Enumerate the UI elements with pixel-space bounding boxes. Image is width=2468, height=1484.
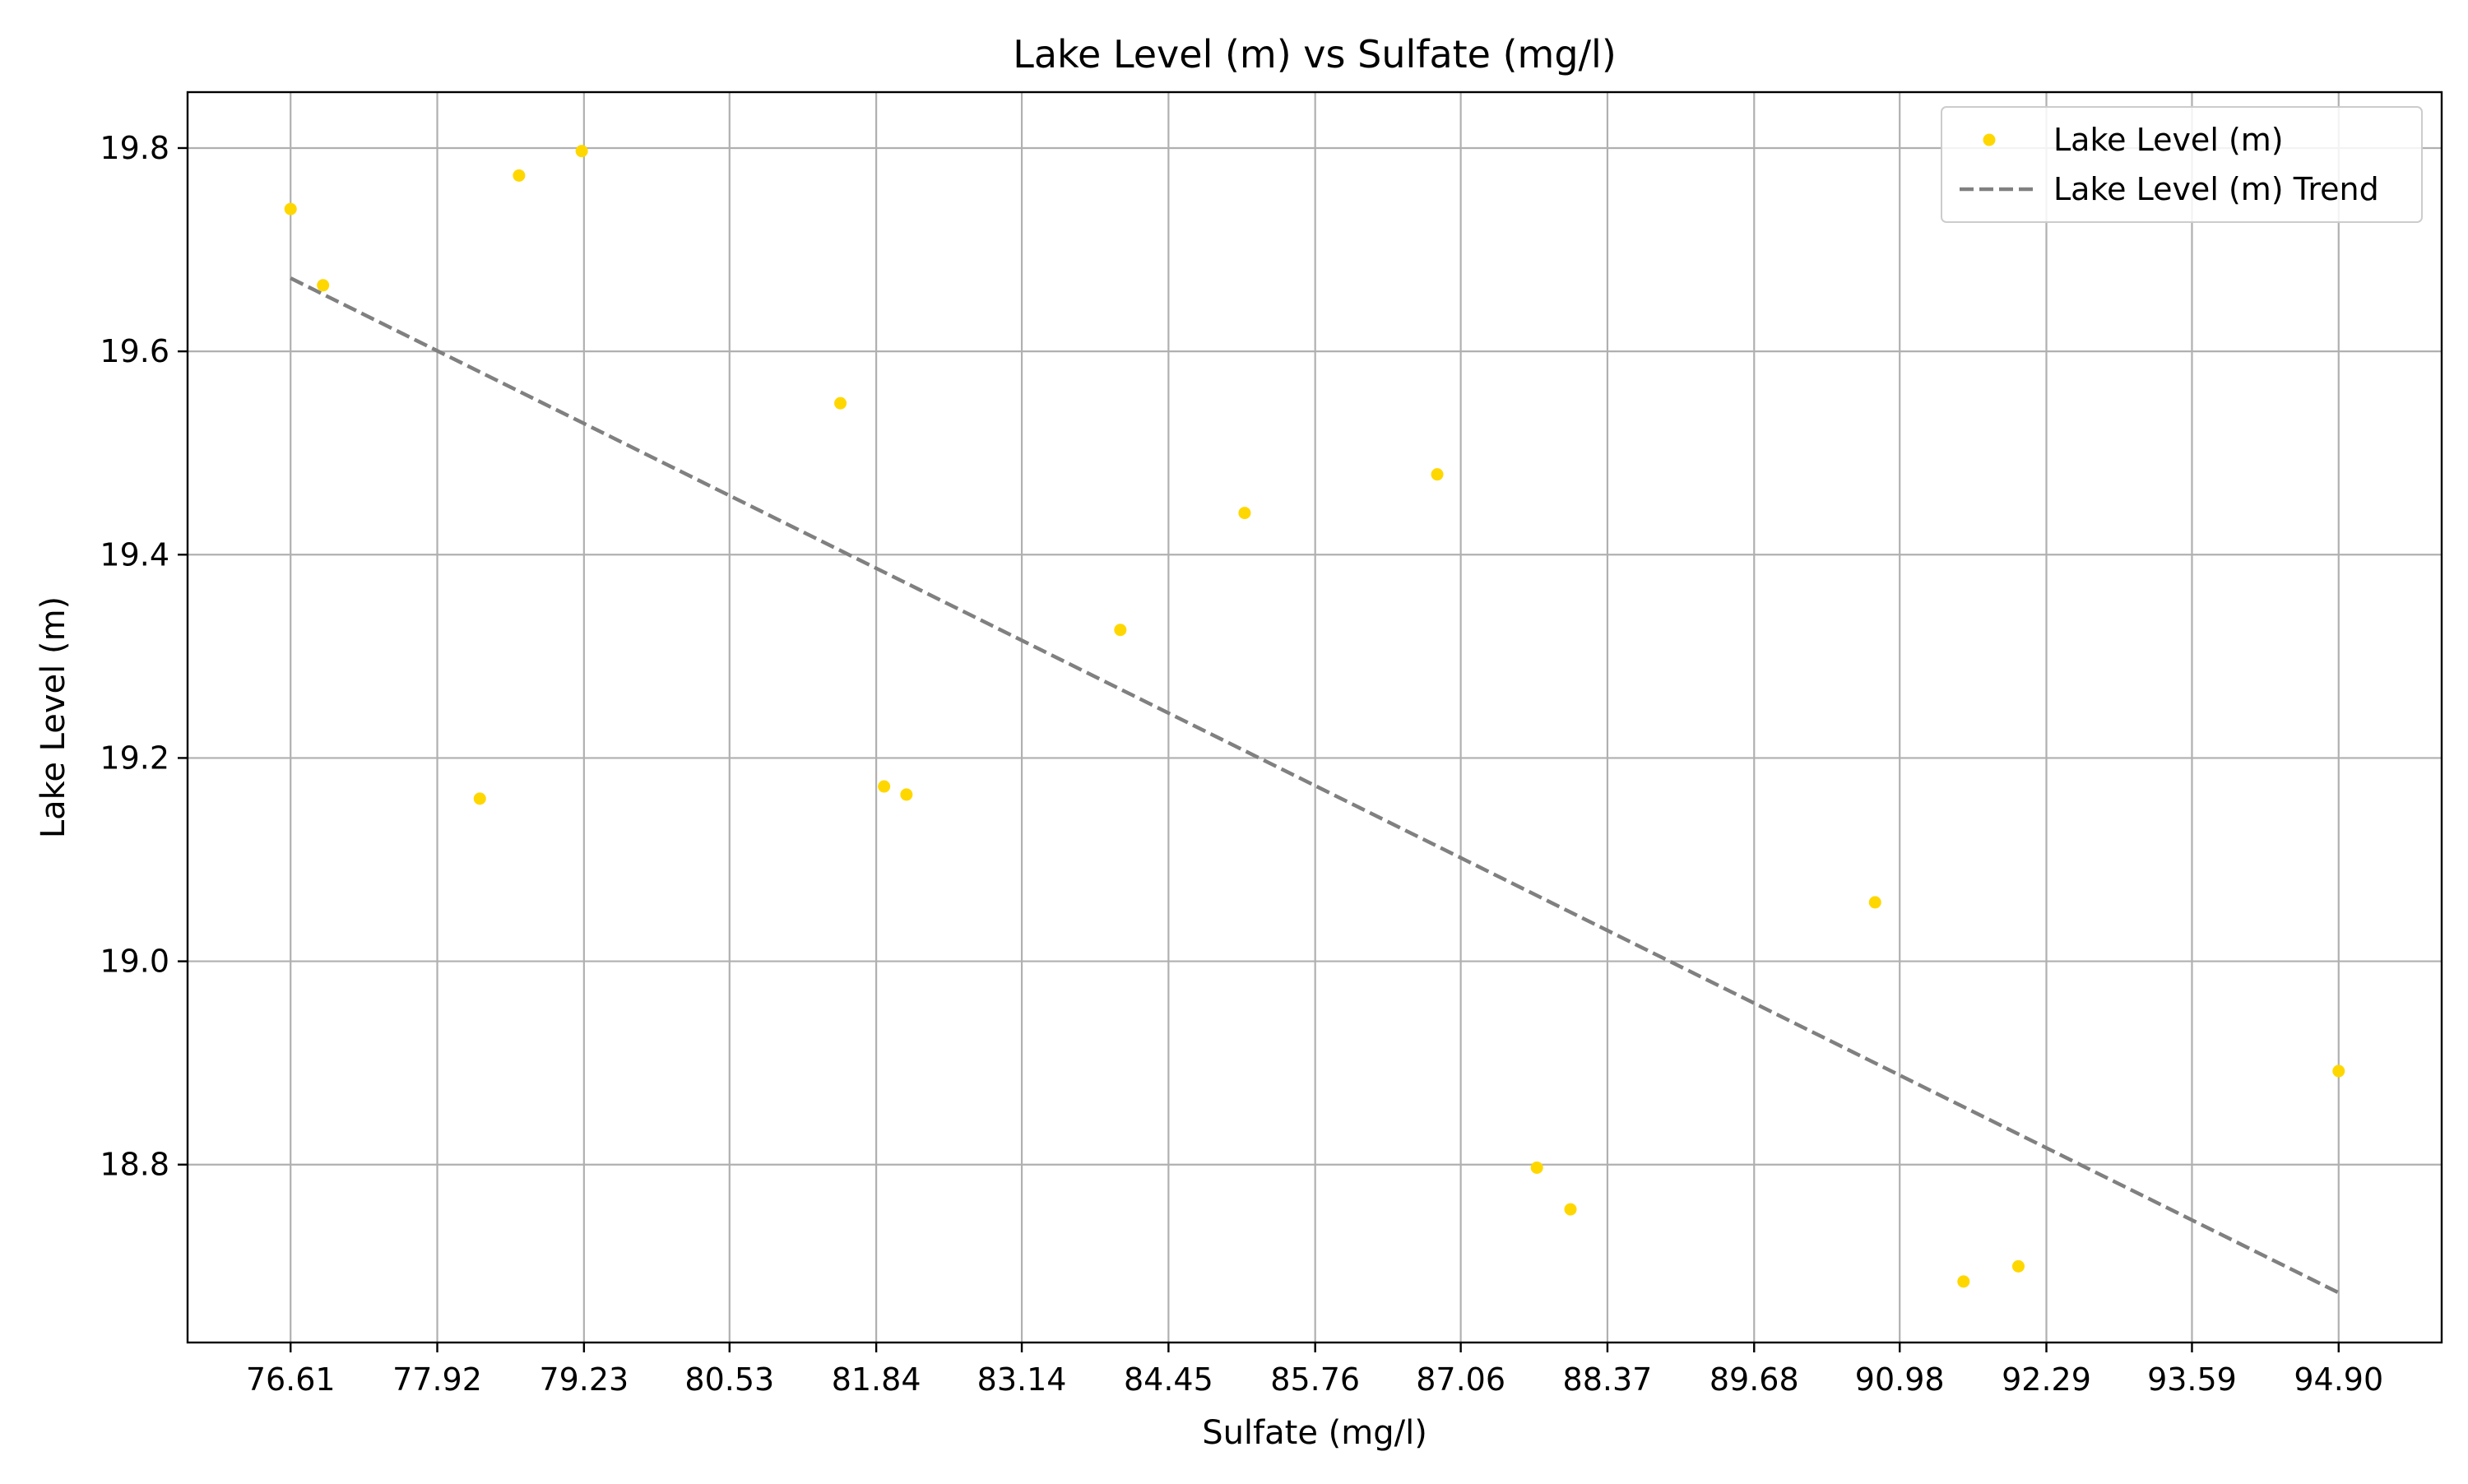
x-axis-label: Sulfate (mg/l) [1202,1414,1427,1452]
x-axis-ticks: 76.61 77.92 79.23 80.53 81.84 83.14 84.45 85.76… [246,1343,2383,1398]
x-tick-label: 84.45 [1124,1361,1213,1398]
scatter-point [900,788,913,801]
scatter-point [1530,1161,1543,1174]
y-tick-label: 19.8 [100,130,169,166]
scatter-point [834,397,847,410]
scatter-point [473,792,486,805]
x-tick-label: 87.06 [1416,1361,1505,1398]
x-tick-label: 94.90 [2294,1361,2383,1398]
x-tick-label: 83.14 [977,1361,1067,1398]
chart-title: Lake Level (m) vs Sulfate (mg/l) [1013,32,1617,77]
scatter-point [878,780,891,793]
scatter-point [1868,896,1881,909]
scatter-point [1431,468,1444,481]
scatter-point [2011,1259,2025,1273]
x-tick-label: 79.23 [539,1361,629,1398]
scatter-point [513,169,526,182]
scatter-point [284,202,297,216]
legend-label-trend: Lake Level (m) Trend [2053,171,2379,207]
x-tick-label: 92.29 [2002,1361,2091,1398]
x-tick-label: 77.92 [392,1361,482,1398]
y-tick-label: 19.4 [100,536,169,573]
y-axis-ticks: 18.8 19.0 19.2 19.4 19.6 19.8 [100,130,188,1183]
x-tick-label: 85.76 [1270,1361,1360,1398]
legend-label-scatter: Lake Level (m) [2053,122,2284,158]
x-tick-label: 76.61 [246,1361,336,1398]
scatter-point [575,145,588,158]
scatter-point [317,279,330,292]
grid-lines [188,92,2442,1343]
scatter-point [1114,624,1127,637]
x-tick-label: 88.37 [1563,1361,1653,1398]
y-tick-label: 19.2 [100,740,169,776]
scatter-point [1564,1203,1577,1216]
legend: Lake Level (m) Lake Level (m) Trend [1941,106,2423,223]
x-tick-label: 80.53 [684,1361,774,1398]
y-tick-label: 19.0 [100,944,169,980]
x-tick-label: 89.68 [1710,1361,1799,1398]
x-tick-label: 81.84 [832,1361,921,1398]
data-series [284,145,2345,1295]
x-tick-label: 90.98 [1855,1361,1945,1398]
trend-line [290,276,2340,1295]
scatter-point [1238,507,1251,520]
y-tick-label: 18.8 [100,1147,169,1183]
scatter-point [1957,1275,1970,1288]
legend-box [1941,106,2423,223]
scatter-point [2332,1064,2345,1078]
y-tick-label: 19.6 [100,333,169,369]
legend-scatter-marker [1983,133,1996,146]
x-tick-label: 93.59 [2147,1361,2237,1398]
y-axis-label: Lake Level (m) [35,596,72,838]
